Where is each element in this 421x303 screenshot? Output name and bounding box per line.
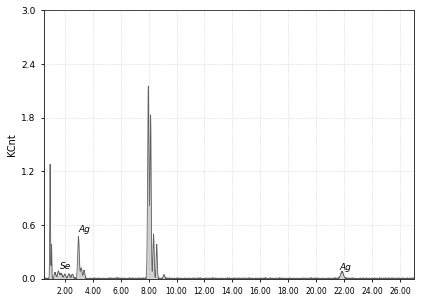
- Y-axis label: KCnt: KCnt: [7, 133, 17, 156]
- Text: Ag: Ag: [339, 264, 351, 272]
- Text: Se: Se: [59, 262, 71, 271]
- Text: Ag: Ag: [79, 225, 91, 234]
